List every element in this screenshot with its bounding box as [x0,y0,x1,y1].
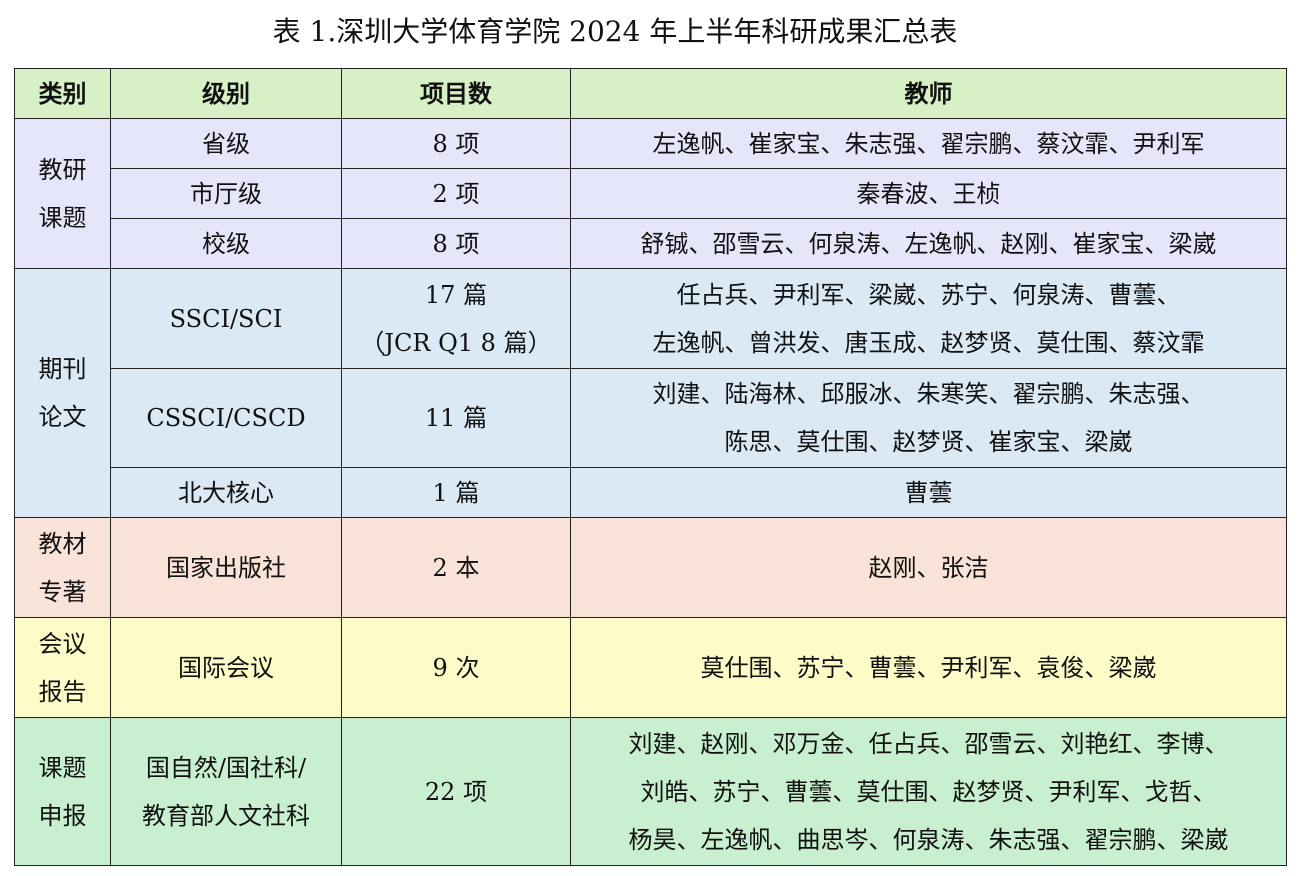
category-cell-line: 专著 [38,577,87,606]
header-level: 级别 [110,68,342,119]
level-cell: 国家出版社 [110,517,342,618]
count-cell: 17 篇 （JCR Q1 8 篇） [341,268,571,369]
category-cell-line: 会议 [38,629,87,658]
table-row: 市厅级 2 项 秦春波、王桢 [14,168,1287,219]
level-cell: 北大核心 [110,467,342,518]
count-cell: 11 篇 [341,368,571,468]
category-cell-line: 论文 [38,403,87,431]
teachers-cell-line: 舒铖、邵雪云、何泉涛、左逸帆、赵刚、崔家宝、梁崴 [640,229,1217,258]
category-cell-line: 教研 [38,155,87,184]
count-cell-line: 8 项 [432,229,480,258]
level-cell: 校级 [110,218,342,269]
teachers-cell-line: 陈思、莫仕围、赵梦贤、崔家宝、梁崴 [724,428,1133,456]
teachers-cell-line: 刘建、陆海林、邱服冰、朱寒笑、翟宗鹏、朱志强、 [652,380,1205,408]
level-cell: 国自然/国社科/教育部人文社科 [110,717,342,866]
table-row: 北大核心 1 篇 曹蕓 [14,467,1287,518]
teachers-cell-line: 刘建、赵刚、邓万金、任占兵、邵雪云、刘艳红、李博、 [628,729,1229,758]
level-cell-line: 国际会议 [178,653,274,682]
teachers-cell-line: 左逸帆、崔家宝、朱志强、翟宗鹏、蔡汶霏、尹利军 [652,129,1205,158]
count-cell-line: 8 项 [432,129,480,158]
level-cell: 市厅级 [110,168,342,219]
teachers-cell-line: 刘皓、苏宁、曹蕓、莫仕围、赵梦贤、尹利军、戈哲、 [640,777,1217,806]
table-row: 会议报告 国际会议 9 次 莫仕围、苏宁、曹蕓、尹利军、袁俊、梁崴 [14,617,1287,718]
table-row: CSSCI/CSCD 11 篇 刘建、陆海林、邱服冰、朱寒笑、翟宗鹏、朱志强、 陈思、… [14,368,1287,468]
table-title: 表 1.深圳大学体育学院 2024 年上半年科研成果汇总表 [272,15,958,48]
category-cell: 课题 申报 [14,717,111,866]
count-cell-line: 11 篇 [424,404,488,432]
teachers-cell-line: 左逸帆、曾洪发、唐玉成、赵梦贤、莫仕围、蔡汶霏 [652,328,1205,357]
count-cell-line: 17 篇 [424,280,488,309]
count-cell: 22 项 [341,717,571,866]
teachers-cell: 赵刚、张洁 [570,517,1287,618]
category-cell: 会议 报告 [14,617,111,718]
table-row: 教研课题 省级 8 项 左逸帆、崔家宝、朱志强、翟宗鹏、蔡汶霏、尹利军 [14,118,1287,269]
category-cell-line: 申报 [38,801,87,830]
level-cell-line: 国家出版社 [166,553,286,582]
level-cell: 国际会议 [110,617,342,718]
teachers-cell: 左逸帆、崔家宝、朱志强、翟宗鹏、蔡汶霏、尹利军 [570,118,1287,169]
header-count: 项目数 [341,68,571,119]
category-cell-line: 课题 [38,203,87,232]
category-cell-line: 报告 [38,677,87,706]
category-cell: 教研 课题 [14,118,111,269]
category-cell-line: 期刊 [38,355,87,383]
level-cell-line: 教育部人文社科 [142,801,310,830]
table-row: 课题 申报 国自然/国社科/教育部人文社科 22 项刘建、赵刚、邓万金、任占兵、邵雪云… [14,717,1287,866]
level-cell-line: 国自然/国社科/ [145,753,307,782]
count-cell: 8 项 [341,218,571,269]
research-summary-table: 类别 级别 项目数 教师 教研课题 省级 8 项 左逸帆、崔家宝、朱志强、翟宗鹏、蔡汶… [14,68,1287,866]
count-cell: 1 篇 [341,467,571,518]
teachers-cell: 任占兵、尹利军、梁崴、苏宁、何泉涛、曹蕓、 左逸帆、曾洪发、唐玉成、赵梦贤、莫仕围… [570,268,1287,369]
table-row: 期刊论文 SSCI/SCI 17 篇 （JCR Q1 8 篇） 任占兵、尹利军、梁崴、苏… [14,268,1287,518]
header-teachers: 教师 [570,68,1287,119]
count-cell: 8 项 [341,118,571,169]
category-cell-line: 教材 [38,529,87,558]
level-cell-line: CSSCI/CSCD [146,404,306,432]
teachers-cell-line: 任占兵、尹利军、梁崴、苏宁、何泉涛、曹蕓、 [676,280,1181,309]
header-row: 类别 级别 项目数 教师 [14,68,1287,119]
count-cell-line: 2 本 [432,553,480,582]
table-row: 教材专著 国家出版社 2 本 赵刚、张洁 [14,517,1287,618]
teachers-cell-line: 秦春波、王桢 [856,179,1001,208]
category-cell-line: 课题 [38,753,87,782]
level-cell-line: 北大核心 [178,478,274,507]
level-cell: SSCI/SCI [110,268,342,369]
level-cell: 省级 [110,118,342,169]
level-cell-line: 市厅级 [190,179,262,208]
level-cell: CSSCI/CSCD [110,368,342,468]
teachers-cell-line: 杨昊、左逸帆、曲思岑、何泉涛、朱志强、翟宗鹏、梁崴 [628,825,1229,854]
level-cell-line: 校级 [202,229,250,258]
count-cell: 2 本 [341,517,571,618]
category-cell: 期刊 论文 [14,268,111,518]
count-cell-line: 9 次 [432,653,480,682]
category-cell: 教材 专著 [14,517,111,618]
count-cell: 9 次 [341,617,571,718]
teachers-cell-line: 赵刚、张洁 [868,553,989,582]
level-cell-line: 省级 [202,129,250,158]
count-cell-line: 22 项 [424,777,488,806]
teachers-cell: 曹蕓 [570,467,1287,518]
teachers-cell-line: 莫仕围、苏宁、曹蕓、尹利军、袁俊、梁崴 [700,653,1157,682]
level-cell-line: SSCI/SCI [169,304,283,333]
count-cell-line: （JCR Q1 8 篇） [360,328,552,357]
count-cell-line: 1 篇 [432,478,480,507]
count-cell-line: 2 项 [432,179,480,208]
teachers-cell: 刘建、赵刚、邓万金、任占兵、邵雪云、刘艳红、李博、 刘皓、苏宁、曹蕓、莫仕围、赵梦… [570,717,1287,866]
teachers-cell: 刘建、陆海林、邱服冰、朱寒笑、翟宗鹏、朱志强、 陈思、莫仕围、赵梦贤、崔家宝、梁崴 [570,368,1287,468]
count-cell: 2 项 [341,168,571,219]
teachers-cell: 秦春波、王桢 [570,168,1287,219]
teachers-cell: 舒铖、邵雪云、何泉涛、左逸帆、赵刚、崔家宝、梁崴 [570,218,1287,269]
header-category: 类别 [14,68,111,119]
teachers-cell-line: 曹蕓 [904,478,953,507]
table-row: 校级 8 项 舒铖、邵雪云、何泉涛、左逸帆、赵刚、崔家宝、梁崴 [14,218,1287,269]
teachers-cell: 莫仕围、苏宁、曹蕓、尹利军、袁俊、梁崴 [570,617,1287,718]
